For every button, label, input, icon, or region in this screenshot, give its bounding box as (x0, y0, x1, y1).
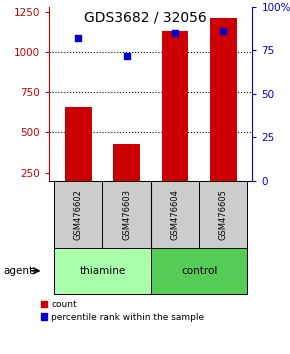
Point (173, 30, 177, 36)
Bar (102, 181, 151, 248)
Text: GSM476603: GSM476603 (122, 189, 131, 240)
Bar (210, 18, 237, 213)
Text: GSM476602: GSM476602 (74, 189, 83, 240)
Text: control: control (181, 266, 217, 276)
Text: thiamine: thiamine (79, 266, 126, 276)
Bar (113, 144, 140, 213)
Bar (54, 248, 151, 294)
Legend: count, percentile rank within the sample: count, percentile rank within the sample (39, 298, 206, 324)
Bar (151, 181, 199, 248)
Bar (54, 181, 102, 248)
Text: GDS3682 / 32056: GDS3682 / 32056 (84, 11, 206, 25)
Text: agent: agent (3, 266, 33, 276)
Text: GSM476605: GSM476605 (219, 189, 228, 240)
Bar (162, 31, 188, 213)
Bar (151, 248, 247, 294)
Text: GSM476604: GSM476604 (171, 189, 180, 240)
Bar (199, 181, 247, 248)
Point (221, 29, 226, 34)
Point (124, 53, 129, 58)
Bar (65, 107, 92, 213)
Point (76, 35, 81, 41)
